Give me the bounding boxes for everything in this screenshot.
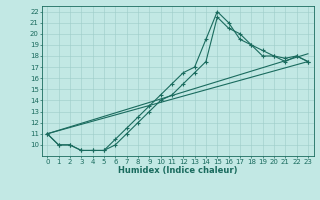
X-axis label: Humidex (Indice chaleur): Humidex (Indice chaleur) [118,166,237,175]
